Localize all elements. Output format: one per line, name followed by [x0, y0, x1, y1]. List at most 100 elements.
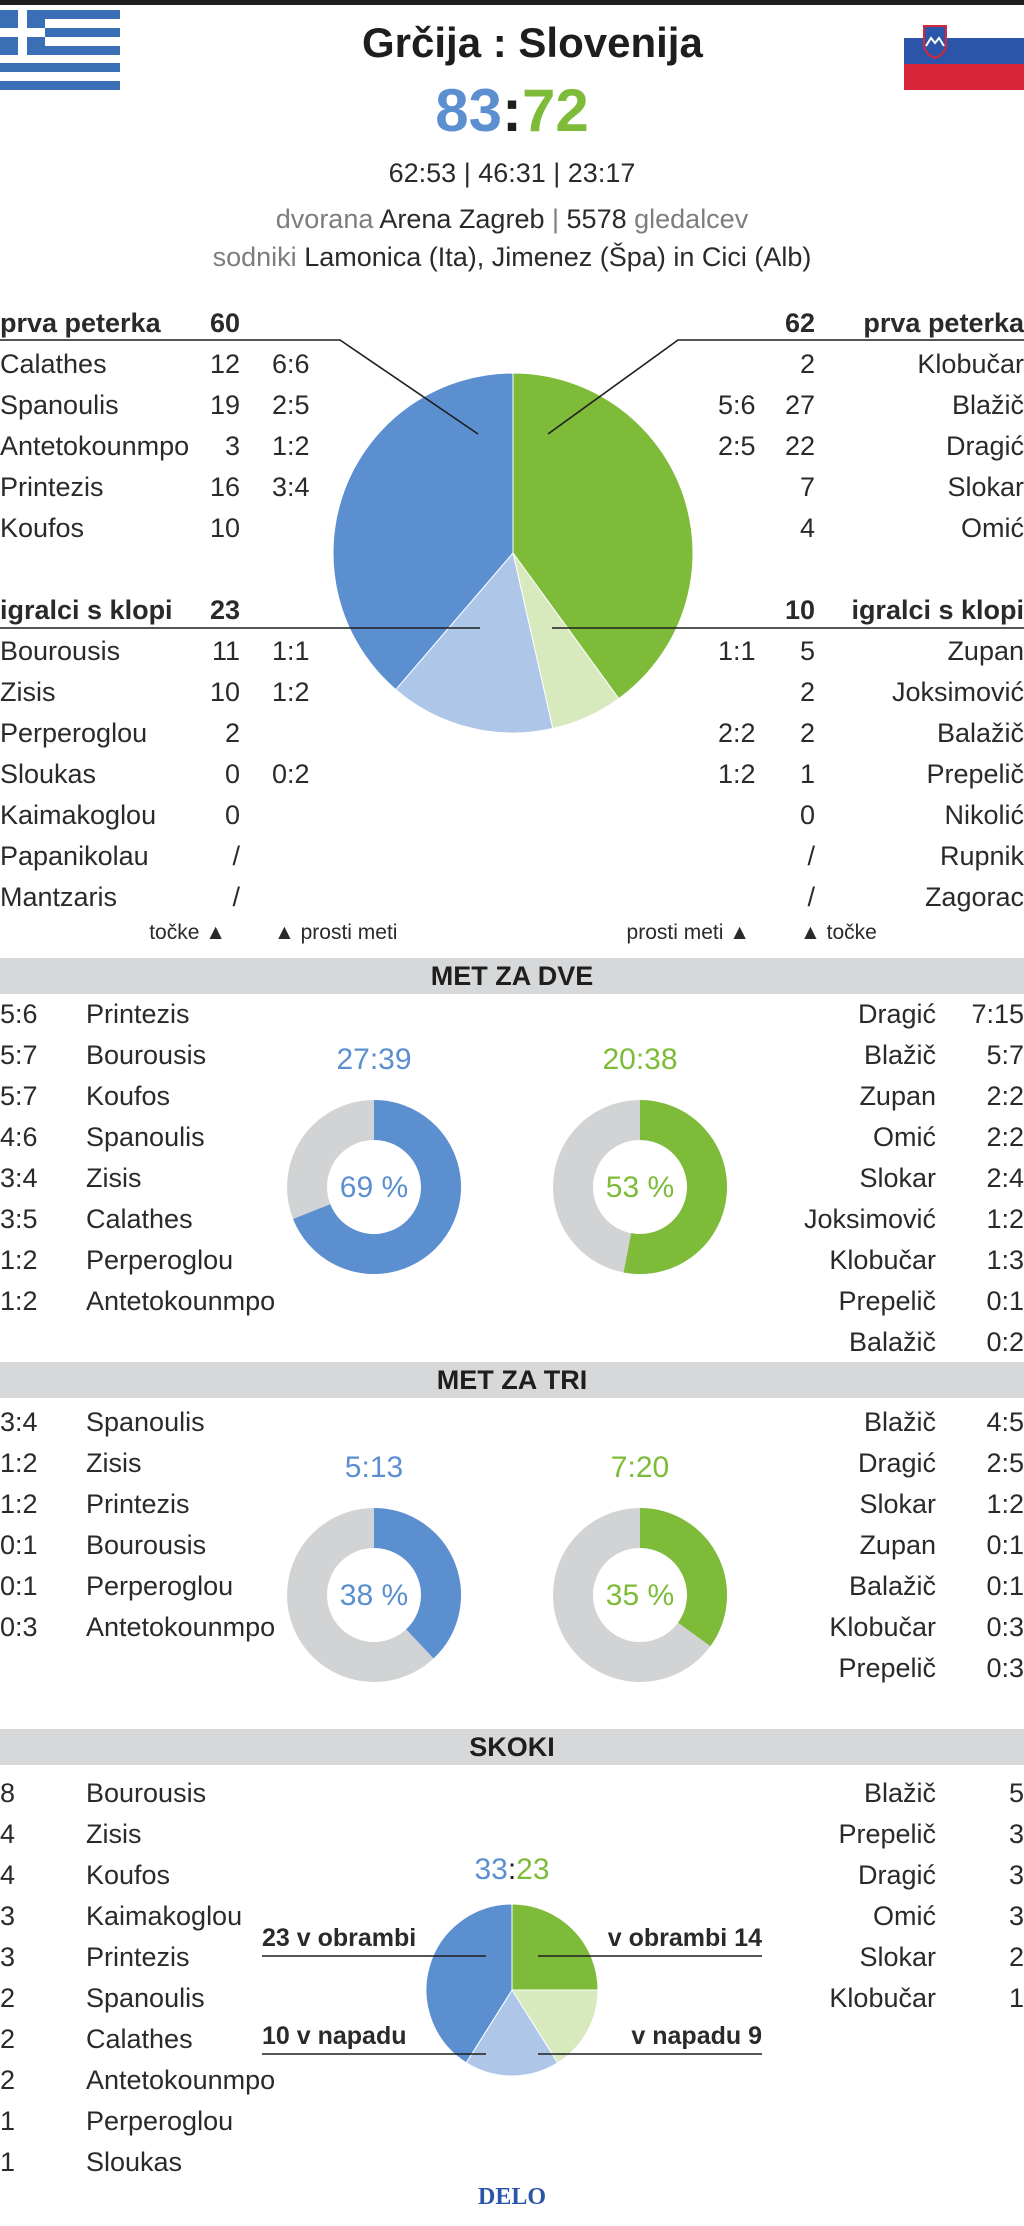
rebounds-away-stat: 5: [1008, 1778, 1024, 1808]
rebounds-away-stat: 3: [1008, 1901, 1024, 1931]
home-starter-name: Koufos: [0, 513, 85, 543]
three-pt-home-stat: 0:1: [0, 1571, 38, 1601]
away-bench-name: Zagorac: [924, 882, 1024, 912]
rebounds-away-name: Dragić: [857, 1860, 936, 1890]
referees: Lamonica (Ita), Jimenez (Špa) in Cici (A…: [304, 242, 812, 272]
away-bench-name: Rupnik: [939, 841, 1024, 871]
rebounds-section-header: SKOKI: [0, 1729, 1024, 1765]
three-pt-home-donut: [287, 1508, 461, 1682]
quarter-scores: 62:53 | 46:31 | 23:17: [388, 158, 636, 188]
points-pie-slices: [332, 372, 694, 734]
rebounds-total-away: 23: [516, 1853, 550, 1886]
away-bench-ft: 2:2: [718, 718, 756, 748]
two-pt-away-name: Blažič: [863, 1040, 936, 1070]
attendance-word: gledalcev: [634, 204, 749, 234]
home-bench-label: igralci s klopi: [0, 595, 173, 625]
three-pt-home-percent: 38 %: [339, 1579, 409, 1612]
two-pt-home-stat: 1:2: [0, 1245, 38, 1275]
home-starter-points: 16: [209, 472, 240, 502]
venue-line: dvorana Arena Zagreb | 5578 gledalcev: [212, 202, 812, 236]
home-starters-total: 60: [209, 308, 240, 338]
three-point-section-header: MET ZA TRI: [0, 1362, 1024, 1398]
away-bench-ft: 1:2: [718, 759, 756, 789]
home-bench-ft: 1:1: [272, 636, 310, 666]
two-pt-away-stat: 0:1: [986, 1286, 1024, 1316]
two-pt-home-stat: 5:6: [0, 999, 38, 1029]
away-starter-points: 27: [784, 390, 815, 420]
points-leader-lines: [0, 339, 1024, 629]
two-pt-away-percent: 53 %: [605, 1171, 675, 1204]
away-legend-points: ▲ točke: [800, 921, 877, 944]
three-pt-away-name: Slokar: [859, 1489, 936, 1519]
two-pt-away-donut-arc: [623, 1100, 727, 1274]
reb-slice-home-offence: [465, 1989, 559, 2077]
away-starter-points: 4: [799, 513, 815, 543]
two-pt-home-donut-arc: [293, 1100, 461, 1274]
reb-slice-home-defence: [425, 1903, 513, 2064]
three-pt-home-name: Antetokounmpo: [86, 1612, 276, 1642]
rebounds-home-name: Sloukas: [86, 2147, 183, 2177]
home-legend-points: točke ▲: [149, 921, 226, 944]
two-pt-away-stat: 7:15: [971, 999, 1024, 1029]
three-pt-home-name: Printezis: [86, 1489, 190, 1519]
pie-slice-home-starters: [332, 372, 514, 691]
reb-slice-away-offence: [511, 1989, 599, 2064]
two-pt-away-donut: [553, 1100, 727, 1274]
away-bench-points: 0: [799, 800, 815, 830]
two-pt-away-stat: 1:3: [986, 1245, 1024, 1275]
three-pt-home-stat: 0:1: [0, 1530, 38, 1560]
score-home: 83: [435, 77, 502, 144]
two-pt-away-stat: 0:2: [986, 1327, 1024, 1357]
three-pt-away-name: Prepelič: [838, 1653, 936, 1683]
two-pt-away-name: Balažič: [848, 1327, 936, 1357]
rebounds-home-name: Spanoulis: [86, 1983, 205, 2013]
home-bench-points: 10: [209, 677, 240, 707]
rebounds-home-name: Antetokounmpo: [86, 2065, 276, 2095]
three-pt-away-stat: 2:5: [986, 1448, 1024, 1478]
footer-brand: DELO: [477, 2184, 546, 2210]
home-starter-name: Printezis: [0, 472, 104, 502]
rebounds-away-name: Omić: [873, 1901, 936, 1931]
rebounds-home-name: Bourousis: [86, 1778, 207, 1808]
away-starter-name: Dragić: [945, 431, 1024, 461]
three-pt-away-name: Zupan: [859, 1530, 936, 1560]
rebounds-home-name: Koufos: [86, 1860, 171, 1890]
home-starter-ft: 6:6: [272, 349, 310, 379]
rebounds-away-stat: 2: [1008, 1942, 1024, 1972]
home-bench-points: /: [232, 841, 240, 871]
away-starters-leader-line: [547, 339, 1024, 435]
two-pt-home-name: Spanoulis: [86, 1122, 205, 1152]
away-bench-label: igralci s klopi: [851, 595, 1024, 625]
away-starter-points: 22: [784, 431, 815, 461]
rebounds-home-stat: 8: [0, 1778, 16, 1808]
two-pt-away-stat: 2:4: [986, 1163, 1024, 1193]
away-starter-name: Slokar: [947, 472, 1024, 502]
two-pt-away-name: Zupan: [859, 1081, 936, 1111]
home-bench-points: /: [232, 882, 240, 912]
two-pt-away-stat: 2:2: [986, 1081, 1024, 1111]
two-pt-away-stat: 5:7: [986, 1040, 1024, 1070]
rebounds-away-offence-label: v napadu 9: [631, 2022, 762, 2050]
two-pt-home-stat: 5:7: [0, 1040, 38, 1070]
rebounds-total-sep: :: [507, 1853, 517, 1886]
three-pt-away-stat: 0:1: [986, 1571, 1024, 1601]
rebounds-home-name: Calathes: [86, 2024, 193, 2054]
two-pt-home-percent: 69 %: [339, 1171, 409, 1204]
three-pt-away-donut-arc: [639, 1508, 727, 1647]
rebounds-away-name: Klobučar: [829, 1983, 936, 2013]
two-pt-away-name: Slokar: [859, 1163, 936, 1193]
rebounds-pie-slices: [425, 1903, 599, 2077]
two-pt-home-name: Antetokounmpo: [86, 1286, 276, 1316]
three-pt-home-stat: 3:4: [0, 1407, 38, 1437]
three-pt-away-donut: [553, 1508, 727, 1682]
rebounds-home-name: Printezis: [86, 1942, 190, 1972]
rebounds-away-stat: 3: [1008, 1819, 1024, 1849]
two-pt-away-name: Klobučar: [829, 1245, 936, 1275]
away-bench-name: Nikolić: [944, 800, 1024, 830]
rebounds-away-stat: 3: [1008, 1860, 1024, 1890]
rebounds-total-home: 33: [474, 1853, 508, 1886]
two-pt-away-name: Prepelič: [838, 1286, 936, 1316]
venue-name: Arena Zagreb: [379, 204, 545, 234]
home-starter-points: 12: [209, 349, 240, 379]
two-pt-home-stat: 4:6: [0, 1122, 38, 1152]
